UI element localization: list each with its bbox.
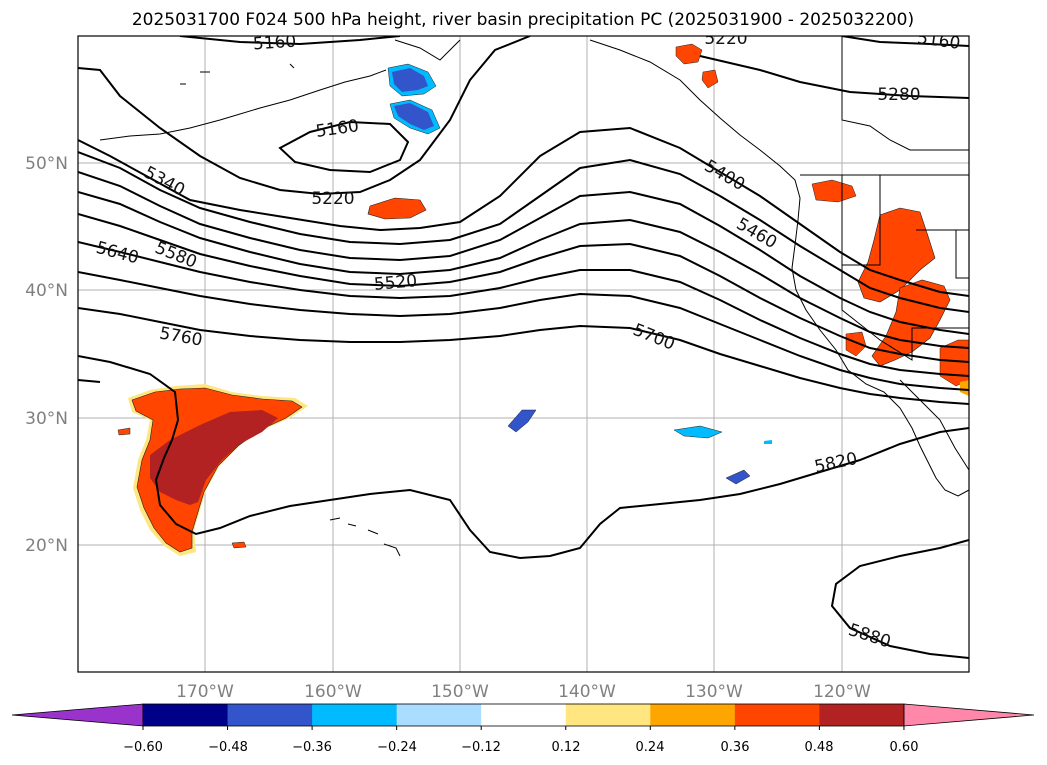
hawaiian-islands bbox=[329, 517, 401, 557]
state-borders-interior bbox=[916, 229, 969, 279]
lon-label-120w: 120°W bbox=[813, 682, 871, 702]
precip-negative bbox=[387, 63, 772, 485]
contour-5160-northeast bbox=[841, 36, 969, 47]
lon-label-130w: 130°W bbox=[685, 682, 743, 702]
contour-label-5160-northeast: 5160 bbox=[916, 28, 962, 54]
precip-area-washington bbox=[811, 179, 857, 203]
precip-area-central-pacific-peak bbox=[150, 410, 278, 505]
contour-5340 bbox=[78, 171, 969, 335]
lat-label-40n: 40°N bbox=[25, 281, 68, 301]
colorbar-tick-label: −0.12 bbox=[461, 740, 501, 755]
colorbar-tick-label: −0.24 bbox=[377, 740, 417, 755]
precip-area-bc-coast bbox=[701, 69, 719, 89]
precip-area-gulf-alaska bbox=[675, 43, 703, 65]
precip-neg-aleutian-south-core bbox=[394, 103, 434, 130]
colorbar-segments bbox=[11, 703, 1035, 730]
colorbar: −0.60 −0.48 −0.36 −0.24 −0.12 0.12 0.24 … bbox=[11, 703, 1035, 755]
contour-5280-northeast bbox=[699, 55, 969, 99]
contour-label-5520: 5520 bbox=[373, 271, 418, 295]
precip-area-small-south bbox=[231, 541, 247, 549]
lat-label-30n: 30°N bbox=[25, 409, 68, 429]
contour-label-5220-north: 5220 bbox=[704, 29, 747, 49]
colorbar-segment bbox=[481, 704, 567, 726]
contour-label-5160-north: 5160 bbox=[252, 32, 297, 55]
contour-5160-low-center bbox=[278, 120, 410, 174]
precip-neg-subtropical-1 bbox=[507, 409, 537, 433]
colorbar-segment bbox=[396, 704, 482, 726]
colorbar-segment bbox=[312, 704, 398, 726]
precip-area-north-pacific bbox=[367, 197, 427, 220]
colorbar-segment bbox=[227, 704, 313, 726]
contour-5580 bbox=[78, 271, 969, 391]
map-background bbox=[78, 36, 969, 672]
colorbar-extend-high bbox=[903, 703, 1035, 727]
aleutian-islands bbox=[99, 69, 387, 141]
contour-label-5220: 5220 bbox=[311, 189, 354, 209]
contour-5520 bbox=[78, 241, 969, 377]
contour-5640 bbox=[78, 307, 969, 405]
lon-label-150w: 150°W bbox=[431, 682, 489, 702]
lat-label-20n: 20°N bbox=[25, 536, 68, 556]
contour-5760-stub bbox=[78, 379, 101, 383]
colorbar-segment bbox=[143, 704, 229, 726]
colorbar-tick-label: −0.36 bbox=[292, 740, 332, 755]
coastlines bbox=[99, 36, 969, 557]
height-contours bbox=[78, 36, 969, 659]
small-islands bbox=[180, 63, 295, 85]
contour-outer-low bbox=[78, 36, 531, 196]
colorbar-tick-label: 0.60 bbox=[890, 740, 919, 755]
colorbar-extend-low bbox=[11, 703, 144, 727]
precip-neg-aleutian-north-core bbox=[392, 68, 428, 92]
colorbar-ticks: −0.60 −0.48 −0.36 −0.24 −0.12 0.12 0.24 … bbox=[123, 740, 918, 755]
map-title: 2025031700 F024 500 hPa height, river ba… bbox=[132, 10, 914, 30]
lon-label-140w: 140°W bbox=[558, 682, 616, 702]
state-border-california-nevada bbox=[841, 265, 969, 361]
map-frame bbox=[77, 35, 970, 673]
precip-area-arizona-edge bbox=[960, 380, 969, 396]
contour-5880 bbox=[830, 539, 969, 659]
longitude-labels: 170°W 160°W 150°W 140°W 130°W 120°W bbox=[176, 682, 871, 702]
colorbar-segment bbox=[565, 704, 651, 726]
precip-neg-subtropical-3 bbox=[725, 469, 751, 485]
contour-label-5280: 5280 bbox=[877, 85, 920, 105]
colorbar-tick-label: 0.12 bbox=[552, 740, 581, 755]
contour-5160-north bbox=[179, 36, 401, 46]
alaska-peninsula bbox=[394, 39, 461, 61]
colorbar-segment bbox=[734, 704, 820, 726]
precip-area-california-coast bbox=[845, 331, 867, 357]
colorbar-tick-label: −0.48 bbox=[208, 740, 248, 755]
colorbar-tick-label: 0.36 bbox=[721, 740, 750, 755]
precip-neg-subtropical-4 bbox=[764, 440, 772, 444]
colorbar-segment bbox=[650, 704, 736, 726]
canada-interior-border bbox=[841, 36, 969, 151]
latitude-labels: 50°N 40°N 30°N 20°N bbox=[25, 154, 68, 556]
contour-5400 bbox=[78, 191, 969, 349]
contour-5220 bbox=[78, 126, 969, 297]
contour-5820 bbox=[78, 355, 969, 560]
lon-label-170w: 170°W bbox=[176, 682, 234, 702]
lat-label-50n: 50°N bbox=[25, 154, 68, 174]
colorbar-segment bbox=[819, 704, 905, 726]
north-america-pacific-coast bbox=[589, 39, 969, 497]
colorbar-tick-label: 0.24 bbox=[636, 740, 665, 755]
precip-neg-subtropical-2 bbox=[673, 425, 723, 439]
contour-5460 bbox=[78, 213, 969, 363]
colorbar-tick-label: 0.48 bbox=[805, 740, 834, 755]
colorbar-tick-label: −0.60 bbox=[123, 740, 163, 755]
baja-california-coast bbox=[899, 379, 969, 471]
colorbar-outline bbox=[142, 703, 905, 727]
contour-5280 bbox=[78, 151, 969, 313]
precip-area-small-west bbox=[117, 427, 131, 436]
lon-label-160w: 160°W bbox=[304, 682, 362, 702]
